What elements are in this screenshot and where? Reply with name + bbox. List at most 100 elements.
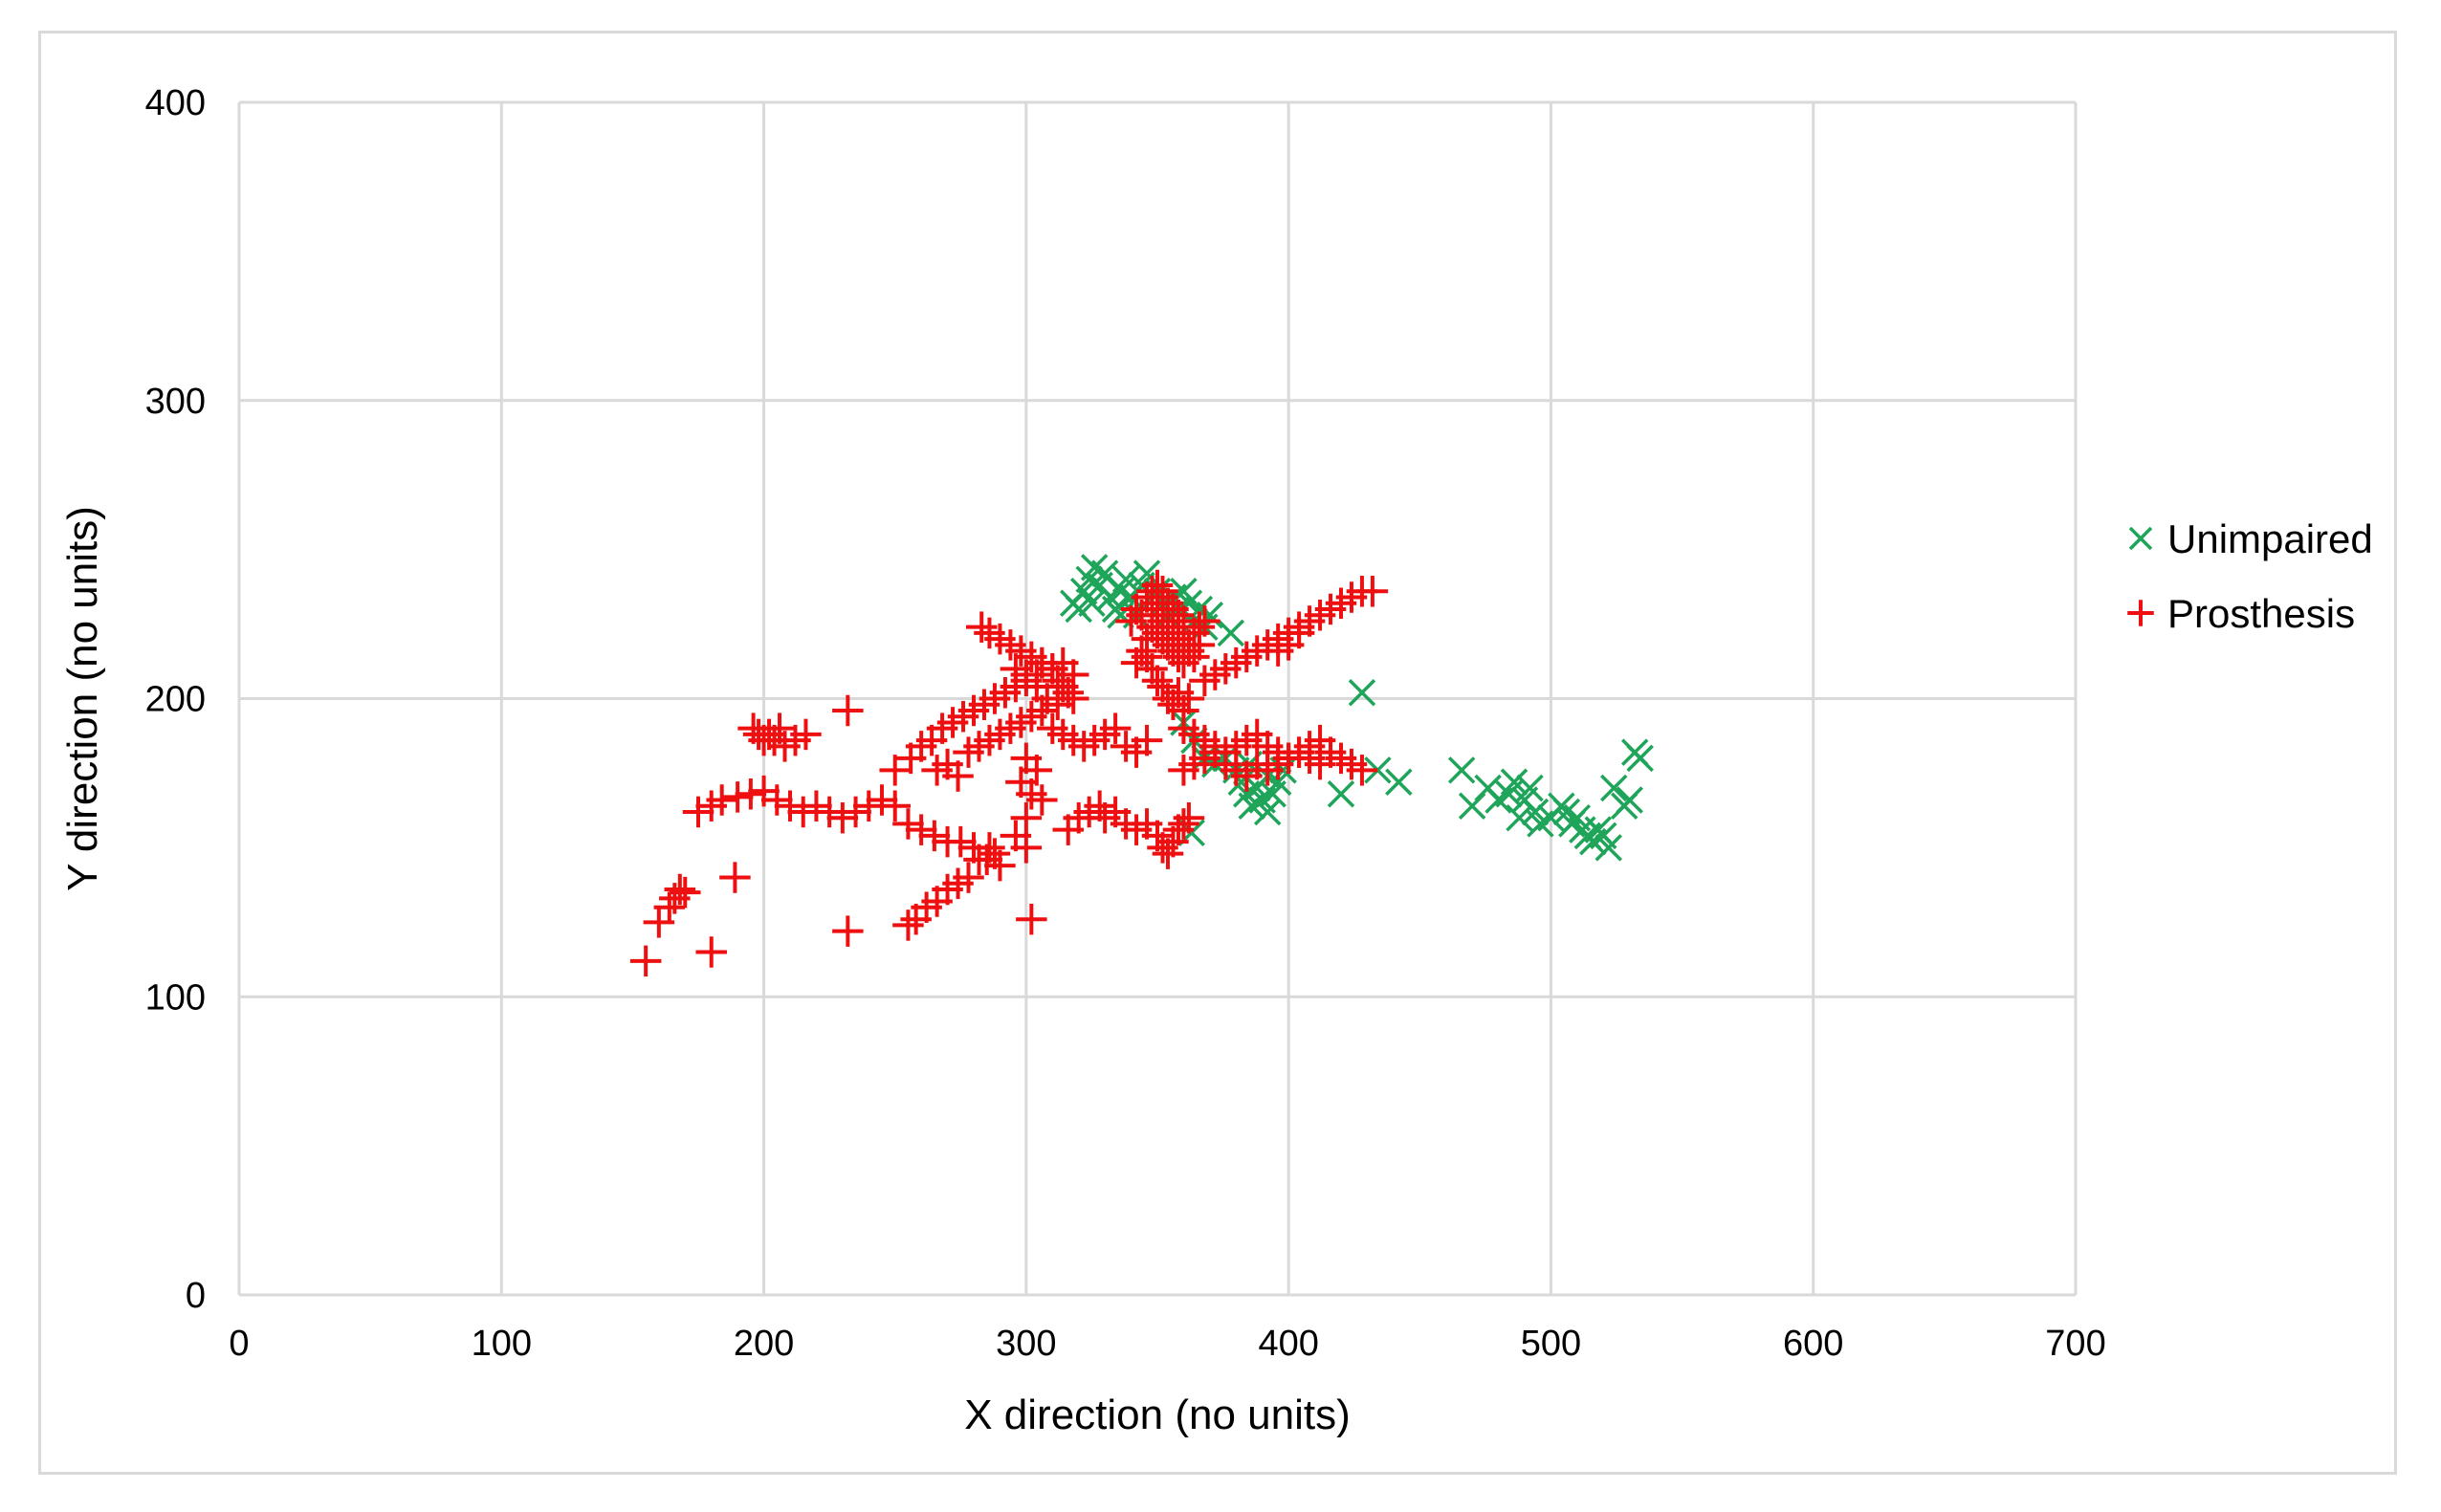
x-marker-point-0-56 — [1500, 768, 1528, 797]
plus-marker-point-1-162 — [1141, 587, 1174, 619]
plus-marker-point-1-36 — [892, 808, 924, 840]
x-marker-point-0-77 — [1626, 744, 1654, 773]
y-tick-label-0: 0 — [186, 1276, 206, 1316]
y-tick-label-2: 200 — [145, 680, 206, 720]
x-tick-label-4: 400 — [1258, 1324, 1318, 1364]
plus-marker-point-1-31 — [826, 801, 859, 834]
plus-marker-point-1-32 — [840, 796, 871, 828]
axes — [237, 102, 2076, 1297]
plus-marker-point-1-27 — [774, 790, 806, 822]
x-marker-point-0-59 — [1516, 774, 1544, 802]
legend-label-unimpaired: Unimpaired — [2167, 516, 2373, 561]
plus-marker-point-1-142 — [1141, 665, 1174, 697]
plus-marker-point-1-35 — [879, 790, 911, 822]
plus-marker-point-1-174 — [1168, 808, 1199, 840]
plus-marker-point-1-34 — [866, 784, 898, 816]
x-marker-point-0-24 — [1196, 601, 1224, 629]
x-marker-point-0-51 — [1447, 756, 1476, 784]
legend-item-prosthesis: Prosthesis — [2127, 591, 2355, 636]
plus-marker-point-1-37 — [905, 814, 937, 845]
plus-marker-point-1-24 — [735, 778, 767, 810]
legend-item-unimpaired: Unimpaired — [2128, 516, 2373, 561]
plus-marker-point-1-20 — [682, 796, 715, 828]
plus-marker-point-1-0 — [629, 945, 662, 977]
x-marker-point-0-49 — [1364, 756, 1392, 784]
plus-marker-point-1-23 — [721, 781, 754, 813]
x-tick-label-0: 0 — [229, 1324, 249, 1364]
x-marker-point-0-50 — [1385, 768, 1413, 797]
plus-marker-point-1-6 — [695, 936, 727, 968]
plus-marker-point-1-49 — [763, 712, 796, 744]
plus-marker-point-1-115 — [1010, 801, 1043, 834]
x-tick-label-1: 100 — [472, 1324, 532, 1364]
plus-marker-point-1-28 — [787, 796, 819, 828]
legend-plus-marker-icon — [2127, 600, 2154, 626]
plus-marker-point-1-148 — [1173, 683, 1205, 714]
plus-marker-point-1-42 — [971, 844, 1002, 876]
legend: Unimpaired Prosthesis — [2127, 516, 2373, 636]
plus-marker-point-1-139 — [1189, 605, 1220, 637]
plus-marker-point-1-231 — [1304, 748, 1336, 780]
y-tick-label-4: 400 — [145, 83, 206, 123]
x-marker-point-0-28 — [1107, 601, 1134, 629]
x-marker-point-0-40 — [1253, 798, 1282, 826]
legend-marker-shape-1 — [2127, 600, 2154, 626]
plus-marker-point-1-104 — [1057, 659, 1089, 690]
plus-marker-point-1-19 — [1016, 903, 1047, 935]
legend-x-marker-icon — [2128, 526, 2153, 551]
plus-marker-point-1-22 — [706, 784, 737, 816]
plus-marker-point-1-25 — [748, 775, 780, 807]
plus-marker-point-1-114 — [1026, 784, 1058, 816]
plus-marker-point-1-52 — [790, 718, 822, 751]
x-marker-point-0-25 — [1217, 619, 1245, 647]
plus-marker-point-1-4 — [664, 873, 696, 906]
series-unimpaired — [1059, 554, 1654, 862]
plus-marker-point-1-15 — [953, 862, 984, 893]
x-marker-point-0-57 — [1506, 803, 1533, 832]
x-tick-label-5: 500 — [1521, 1324, 1581, 1364]
plus-marker-point-1-179 — [1084, 790, 1115, 822]
plus-marker-point-1-197 — [1346, 755, 1378, 786]
tick-labels: 0 100 200 300 400 500 600 700 0 100 200 300 400 — [145, 83, 2106, 1364]
plus-marker-point-1-95 — [965, 611, 998, 643]
plus-marker-point-1-7 — [719, 862, 751, 893]
plus-marker-point-1-8 — [832, 915, 864, 947]
x-marker-point-0-73 — [1600, 774, 1628, 802]
x-marker-point-0-75 — [1616, 786, 1643, 814]
plus-marker-point-1-53 — [832, 694, 864, 727]
plus-marker-point-1-43 — [984, 849, 1016, 882]
plus-marker-point-1-111 — [1021, 755, 1053, 786]
plus-marker-point-1-109 — [1042, 689, 1074, 720]
x-tick-label-3: 300 — [996, 1324, 1056, 1364]
x-axis-title: X direction (no units) — [964, 1391, 1351, 1438]
plus-marker-point-1-117 — [1010, 832, 1043, 864]
x-marker-point-0-13 — [1133, 559, 1161, 587]
scatter-chart: 0 100 200 300 400 500 600 700 0 100 200 300 400 X di… — [59, 83, 2373, 1438]
plus-marker-point-1-163 — [1147, 581, 1178, 613]
legend-marker-shape-0 — [2128, 526, 2153, 551]
data-points — [629, 554, 1654, 977]
x-tick-label-6: 600 — [1783, 1324, 1843, 1364]
plus-marker-point-1-54 — [879, 755, 911, 786]
x-marker-point-0-72 — [1594, 834, 1623, 862]
plus-marker-point-1-33 — [853, 790, 885, 822]
plus-marker-point-1-175 — [1173, 801, 1205, 834]
x-marker-point-0-48 — [1348, 679, 1376, 707]
x-marker-point-0-26 — [1065, 595, 1092, 624]
x-marker-point-0-47 — [1327, 780, 1355, 808]
plus-marker-point-1-76 — [942, 760, 974, 792]
plus-marker-point-1-214 — [1356, 576, 1389, 607]
x-marker-point-0-27 — [1078, 589, 1106, 617]
plus-marker-point-1-29 — [801, 790, 832, 822]
y-tick-label-3: 300 — [145, 382, 206, 422]
y-tick-label-1: 100 — [145, 977, 206, 1018]
plus-marker-point-1-5 — [670, 876, 701, 909]
x-tick-label-2: 200 — [734, 1324, 794, 1364]
plus-marker-point-1-217 — [1283, 617, 1315, 649]
plus-marker-point-1-38 — [918, 820, 951, 852]
plus-marker-point-1-91 — [1099, 712, 1132, 744]
plus-marker-point-1-40 — [945, 825, 977, 858]
legend-label-prosthesis: Prosthesis — [2167, 591, 2355, 636]
plus-marker-point-1-94 — [1131, 724, 1163, 756]
x-marker-point-0-43 — [1269, 756, 1297, 784]
